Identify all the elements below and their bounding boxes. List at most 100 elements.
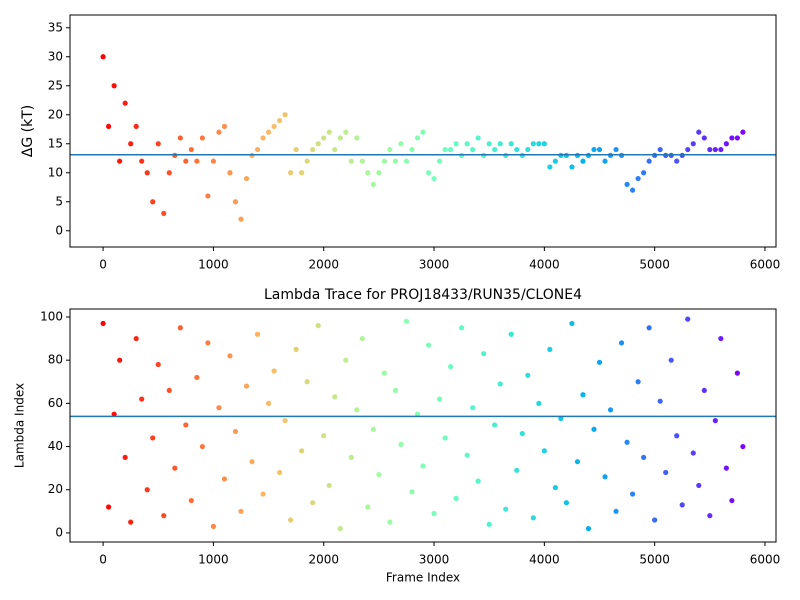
point (288, 170, 294, 176)
point (398, 141, 404, 147)
y-tick-label: 80 (48, 353, 63, 367)
point (188, 497, 194, 504)
point (492, 422, 498, 428)
point (712, 146, 718, 153)
point (591, 426, 597, 432)
point (729, 135, 735, 141)
point (337, 135, 343, 141)
point (420, 463, 426, 469)
point (723, 465, 729, 471)
point (497, 141, 503, 147)
point (558, 415, 564, 422)
point (652, 517, 658, 523)
point (641, 454, 647, 460)
point (133, 123, 139, 129)
point (282, 418, 288, 424)
x-tick-label: 0 (99, 258, 107, 272)
point (139, 158, 145, 164)
point (425, 342, 432, 348)
point (210, 523, 217, 530)
point (596, 359, 603, 365)
y-tick-label: 20 (48, 482, 63, 496)
point (243, 175, 250, 182)
point (271, 368, 277, 374)
point (591, 146, 597, 153)
point (376, 170, 382, 176)
point (453, 495, 459, 501)
point (161, 210, 167, 216)
x-tick-label: 6000 (750, 258, 781, 272)
point (265, 129, 272, 135)
point (299, 170, 305, 176)
point (293, 146, 299, 153)
point (624, 439, 630, 445)
point (663, 469, 669, 476)
point (150, 435, 156, 441)
point (447, 364, 454, 370)
point (641, 170, 647, 176)
point (304, 379, 310, 385)
point (409, 146, 415, 153)
point (321, 135, 327, 141)
point (111, 83, 117, 89)
point (580, 158, 586, 164)
y-tick-label: 60 (48, 396, 63, 410)
point (481, 351, 487, 357)
point (674, 433, 680, 439)
point (122, 454, 128, 460)
point (139, 396, 145, 402)
point (403, 318, 410, 324)
point (238, 216, 244, 222)
point (260, 135, 266, 141)
point (254, 331, 261, 337)
point (166, 170, 172, 176)
point (403, 158, 410, 164)
point (315, 323, 321, 329)
point (155, 361, 161, 368)
point (585, 526, 592, 532)
point (326, 129, 332, 135)
point (679, 502, 685, 508)
point (370, 426, 376, 432)
point (216, 129, 222, 135)
point (486, 141, 492, 147)
x-tick-label: 1000 (198, 553, 229, 567)
point (117, 158, 123, 164)
point (530, 141, 536, 147)
point (574, 459, 581, 465)
x-tick-label: 3000 (419, 258, 450, 272)
point (696, 129, 702, 135)
point (674, 158, 680, 164)
point (723, 141, 729, 147)
y-tick-label: 10 (48, 165, 63, 179)
point (183, 158, 189, 164)
point (216, 405, 222, 411)
point (172, 465, 178, 471)
point (629, 491, 636, 497)
point (194, 158, 200, 164)
point (425, 170, 432, 176)
point (232, 428, 239, 435)
point (359, 335, 365, 342)
y-tick-label: 0 (55, 223, 63, 237)
point (315, 141, 321, 147)
point (381, 370, 387, 376)
point (508, 331, 514, 337)
point (618, 340, 625, 346)
point (392, 158, 399, 164)
axes-frame (69, 14, 777, 248)
point (348, 454, 354, 460)
point (436, 396, 443, 402)
point (459, 325, 465, 331)
point (144, 487, 150, 493)
point (701, 387, 707, 394)
point (150, 199, 156, 205)
point (475, 135, 481, 141)
point (276, 469, 283, 476)
point (249, 459, 255, 465)
point (293, 346, 299, 352)
point (398, 441, 404, 447)
point (238, 508, 244, 514)
point (492, 146, 498, 153)
